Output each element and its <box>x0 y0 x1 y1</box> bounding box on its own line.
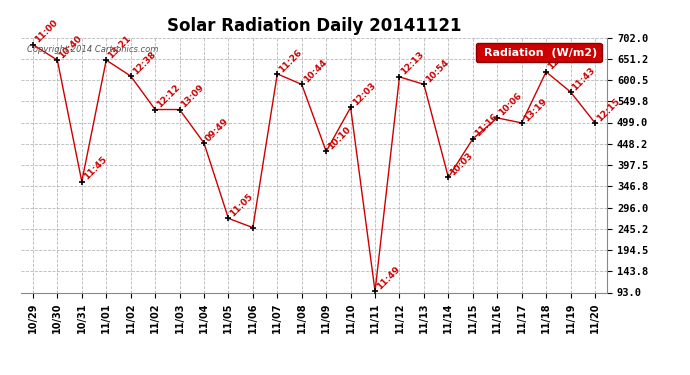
Point <box>418 81 429 87</box>
Point <box>370 288 381 294</box>
Text: 11:00: 11:00 <box>33 18 59 45</box>
Text: 11:16: 11:16 <box>473 112 500 139</box>
Text: 11:45: 11:45 <box>82 155 108 182</box>
Text: 12:38: 12:38 <box>130 50 157 76</box>
Point <box>52 57 63 63</box>
Point <box>394 74 405 80</box>
Text: 10:10: 10:10 <box>326 125 353 152</box>
Point <box>28 42 39 48</box>
Legend: Radiation  (W/m2): Radiation (W/m2) <box>476 43 602 62</box>
Text: 10:40: 10:40 <box>57 34 84 60</box>
Point <box>150 106 161 112</box>
Text: 10:06: 10:06 <box>497 92 524 118</box>
Text: Copyright 2014 Cartronics.com: Copyright 2014 Cartronics.com <box>26 45 158 54</box>
Point <box>565 89 576 95</box>
Text: 09:49: 09:49 <box>204 116 230 143</box>
Text: 11:49: 11:49 <box>375 264 402 291</box>
Point <box>443 174 454 180</box>
Text: 11:43: 11:43 <box>571 65 598 92</box>
Point <box>174 106 185 112</box>
Point <box>492 115 503 121</box>
Point <box>77 178 88 184</box>
Point <box>467 136 478 142</box>
Text: 11:05: 11:05 <box>228 192 255 218</box>
Point <box>247 225 258 231</box>
Text: 12:15: 12:15 <box>595 96 622 123</box>
Text: 12:03: 12:03 <box>351 81 377 107</box>
Text: 12:13: 12:13 <box>400 50 426 77</box>
Point <box>223 215 234 221</box>
Text: 13:21: 13:21 <box>106 33 133 60</box>
Title: Solar Radiation Daily 20141121: Solar Radiation Daily 20141121 <box>167 16 461 34</box>
Text: 10:44: 10:44 <box>302 58 328 84</box>
Point <box>199 140 210 146</box>
Point <box>272 71 283 77</box>
Text: 11:26: 11:26 <box>277 47 304 74</box>
Text: 10:03: 10:03 <box>448 151 475 177</box>
Point <box>125 73 136 79</box>
Text: 12:14: 12:14 <box>546 45 573 72</box>
Text: 13:19: 13:19 <box>522 96 549 123</box>
Point <box>540 69 551 75</box>
Text: 13:09: 13:09 <box>179 83 206 110</box>
Text: 10:54: 10:54 <box>424 58 451 84</box>
Point <box>296 81 307 87</box>
Text: 12:12: 12:12 <box>155 83 181 110</box>
Point <box>589 120 600 126</box>
Point <box>345 104 356 110</box>
Point <box>101 57 112 63</box>
Point <box>321 148 332 154</box>
Point <box>516 120 527 126</box>
